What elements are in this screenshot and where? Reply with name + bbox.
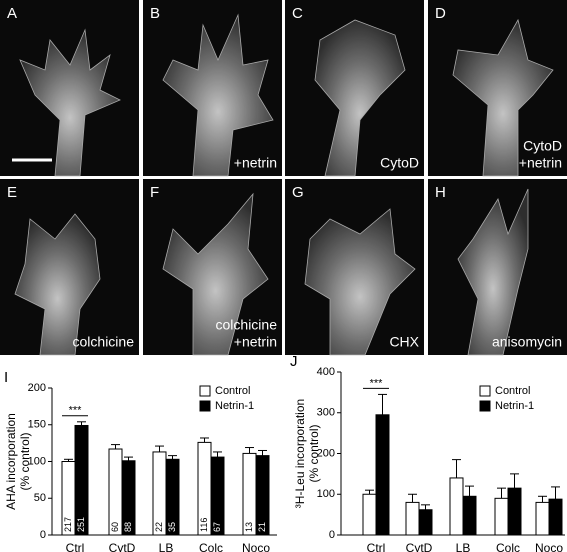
legend-label: Control — [215, 385, 250, 397]
growth-cone — [452, 18, 554, 177]
micrograph: D CytoD+netrin — [428, 0, 567, 177]
legend-swatch — [199, 385, 211, 397]
panel-caption: CytoD — [380, 155, 419, 171]
n-label: 67 — [212, 522, 222, 532]
x-tick-label: LB — [159, 541, 174, 552]
y-tick-label: 50 — [34, 492, 46, 504]
n-label: 217 — [63, 517, 73, 532]
x-tick-label: Ctrl — [66, 541, 85, 552]
legend-label: Netrin-1 — [215, 400, 254, 412]
bar — [375, 414, 390, 536]
micrograph: G CHX — [285, 179, 424, 356]
growth-cone — [14, 213, 101, 356]
panel-letter: H — [435, 184, 446, 201]
y-tick-label: 100 — [317, 488, 335, 500]
growth-cone — [162, 13, 274, 177]
n-label: 251 — [76, 517, 86, 532]
panel-caption: +netrin — [234, 334, 277, 350]
significance-label: *** — [69, 405, 83, 417]
n-label: 13 — [244, 522, 254, 532]
panel-caption: +netrin — [234, 155, 277, 171]
growth-cone — [304, 208, 416, 356]
panel-caption: +netrin — [519, 155, 562, 171]
panel-caption: CytoD — [523, 138, 562, 154]
y-tick-label: 0 — [40, 529, 46, 541]
significance-label: *** — [370, 377, 384, 389]
y-tick-label: 400 — [317, 366, 335, 378]
x-tick-label: Colc — [496, 541, 520, 552]
bar — [535, 501, 550, 536]
bar — [255, 455, 270, 536]
bar — [418, 509, 433, 536]
y-tick-label: 100 — [28, 455, 46, 467]
bar — [362, 493, 377, 536]
growth-cone — [19, 28, 121, 177]
x-tick-label: Noco — [242, 541, 270, 552]
y-axis-label: ³H-Leu incorporation — [293, 399, 307, 508]
micrograph: A — [0, 0, 139, 177]
bar — [548, 498, 563, 536]
x-tick-label: Colc — [199, 541, 223, 552]
x-tick-label: CytD — [109, 541, 136, 552]
micrograph: C CytoD — [285, 0, 424, 177]
n-label: 116 — [199, 518, 209, 532]
n-label: 21 — [257, 522, 267, 532]
x-tick-label: Ctrl — [367, 541, 386, 552]
panel-caption: colchicine — [216, 317, 278, 333]
x-tick-label: CytD — [406, 541, 433, 552]
panel-caption: CHX — [389, 334, 419, 350]
panel-letter: J — [290, 353, 298, 370]
bar — [74, 424, 89, 536]
panel-letter: F — [150, 184, 159, 201]
legend-label: Control — [495, 385, 530, 397]
panel-letter: I — [4, 369, 8, 386]
y-axis-label: (% control) — [307, 424, 321, 482]
legend-swatch — [479, 385, 491, 397]
bar — [405, 501, 420, 536]
panel-letter: C — [292, 5, 303, 22]
y-tick-label: 300 — [317, 407, 335, 419]
panel-letter: B — [150, 5, 160, 22]
bar — [121, 460, 136, 536]
micrograph: B +netrin — [143, 0, 282, 177]
y-tick-label: 200 — [28, 382, 46, 394]
bar — [449, 477, 464, 536]
y-axis-label: AHA incorporation — [4, 413, 18, 510]
panel-letter: A — [7, 5, 17, 22]
n-label: 22 — [154, 522, 164, 532]
growth-cone — [457, 188, 529, 356]
y-tick-label: 0 — [329, 529, 335, 541]
panel-caption: anisomycin — [492, 334, 562, 350]
panel-letter: G — [292, 184, 304, 201]
growth-cone — [162, 192, 269, 356]
x-tick-label: LB — [456, 541, 471, 552]
panel-caption: colchicine — [73, 334, 135, 350]
bar — [165, 458, 180, 536]
y-tick-label: 150 — [28, 419, 46, 431]
bar — [462, 495, 477, 536]
bar — [210, 456, 225, 536]
y-axis-label: (% control) — [18, 432, 32, 490]
n-label: 88 — [123, 522, 133, 532]
n-label: 60 — [110, 522, 120, 532]
bar — [507, 487, 522, 536]
y-tick-label: 200 — [317, 447, 335, 459]
panel-letter: D — [435, 5, 446, 22]
n-label: 35 — [167, 522, 177, 532]
legend-swatch — [479, 400, 491, 412]
bar — [494, 497, 509, 536]
x-tick-label: Noco — [535, 541, 563, 552]
growth-cone — [314, 19, 406, 177]
panel-letter: E — [7, 184, 17, 201]
legend-swatch — [199, 400, 211, 412]
legend-label: Netrin-1 — [495, 400, 534, 412]
